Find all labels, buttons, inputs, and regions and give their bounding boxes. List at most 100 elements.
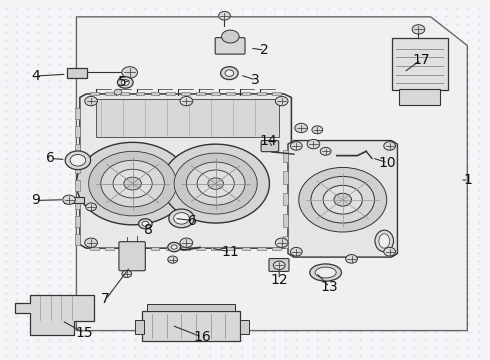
Text: 5: 5: [118, 76, 126, 89]
Circle shape: [142, 221, 149, 226]
Circle shape: [275, 96, 288, 106]
Text: 12: 12: [270, 273, 288, 287]
Circle shape: [412, 25, 425, 34]
Ellipse shape: [375, 230, 393, 252]
Circle shape: [101, 160, 164, 207]
Circle shape: [122, 80, 129, 85]
Bar: [211, 247, 220, 250]
Bar: [399, 89, 441, 105]
Circle shape: [208, 178, 223, 189]
Text: 3: 3: [251, 73, 260, 87]
Bar: [226, 92, 235, 95]
Circle shape: [221, 30, 239, 43]
Text: 17: 17: [412, 53, 430, 67]
Circle shape: [122, 270, 132, 278]
Circle shape: [323, 185, 362, 214]
Circle shape: [173, 213, 189, 224]
Bar: [240, 320, 249, 334]
Bar: [105, 92, 114, 95]
Bar: [166, 92, 174, 95]
Text: 6: 6: [188, 213, 197, 228]
Bar: [181, 92, 190, 95]
Circle shape: [307, 139, 320, 149]
Circle shape: [76, 142, 189, 225]
Bar: [105, 247, 114, 250]
Bar: [151, 92, 159, 95]
FancyBboxPatch shape: [67, 68, 87, 78]
Circle shape: [171, 245, 177, 249]
Bar: [242, 247, 250, 250]
Circle shape: [89, 151, 176, 216]
Text: 16: 16: [193, 330, 211, 344]
Bar: [64, 197, 84, 203]
Ellipse shape: [315, 267, 336, 278]
Bar: [283, 193, 288, 205]
Polygon shape: [288, 140, 397, 257]
Ellipse shape: [379, 234, 390, 248]
Bar: [211, 92, 220, 95]
Bar: [272, 247, 281, 250]
Circle shape: [275, 238, 288, 247]
Circle shape: [85, 238, 98, 247]
FancyBboxPatch shape: [392, 39, 448, 90]
Bar: [75, 144, 80, 155]
Bar: [136, 92, 145, 95]
Circle shape: [174, 153, 257, 214]
Text: 10: 10: [379, 156, 396, 170]
Circle shape: [169, 209, 194, 228]
FancyBboxPatch shape: [261, 140, 279, 152]
Bar: [90, 247, 99, 250]
Bar: [151, 247, 159, 250]
Circle shape: [168, 242, 180, 252]
Text: 4: 4: [31, 69, 40, 83]
Circle shape: [85, 96, 98, 106]
Circle shape: [86, 203, 97, 211]
Bar: [90, 92, 99, 95]
Circle shape: [118, 77, 133, 88]
Bar: [257, 247, 266, 250]
Circle shape: [345, 255, 357, 263]
Bar: [196, 92, 205, 95]
Bar: [135, 320, 144, 334]
Bar: [283, 214, 288, 226]
Bar: [196, 247, 205, 250]
Text: 2: 2: [260, 43, 269, 57]
Bar: [75, 234, 80, 244]
Circle shape: [295, 123, 308, 133]
Circle shape: [65, 151, 91, 170]
Bar: [242, 92, 250, 95]
Bar: [75, 180, 80, 191]
Bar: [181, 247, 190, 250]
Bar: [143, 311, 240, 341]
Bar: [121, 92, 129, 95]
Circle shape: [63, 195, 75, 204]
Bar: [283, 149, 288, 162]
Bar: [121, 247, 129, 250]
Circle shape: [180, 96, 193, 106]
Bar: [272, 92, 281, 95]
Bar: [147, 305, 235, 311]
Bar: [257, 92, 266, 95]
Bar: [283, 171, 288, 184]
Bar: [75, 162, 80, 173]
Circle shape: [197, 170, 234, 197]
Bar: [75, 126, 80, 137]
Ellipse shape: [310, 264, 342, 281]
Polygon shape: [15, 296, 94, 335]
Text: 7: 7: [101, 292, 110, 306]
Text: 6: 6: [46, 152, 55, 166]
Bar: [283, 235, 288, 248]
Circle shape: [320, 147, 331, 155]
FancyBboxPatch shape: [215, 38, 245, 54]
Bar: [75, 108, 80, 119]
Polygon shape: [80, 94, 292, 248]
Circle shape: [299, 167, 387, 232]
Text: 9: 9: [31, 193, 40, 207]
Circle shape: [334, 193, 351, 206]
Circle shape: [70, 154, 86, 166]
Text: 1: 1: [464, 173, 473, 187]
Polygon shape: [76, 17, 467, 330]
Bar: [136, 247, 145, 250]
Bar: [75, 216, 80, 226]
Circle shape: [186, 162, 245, 205]
